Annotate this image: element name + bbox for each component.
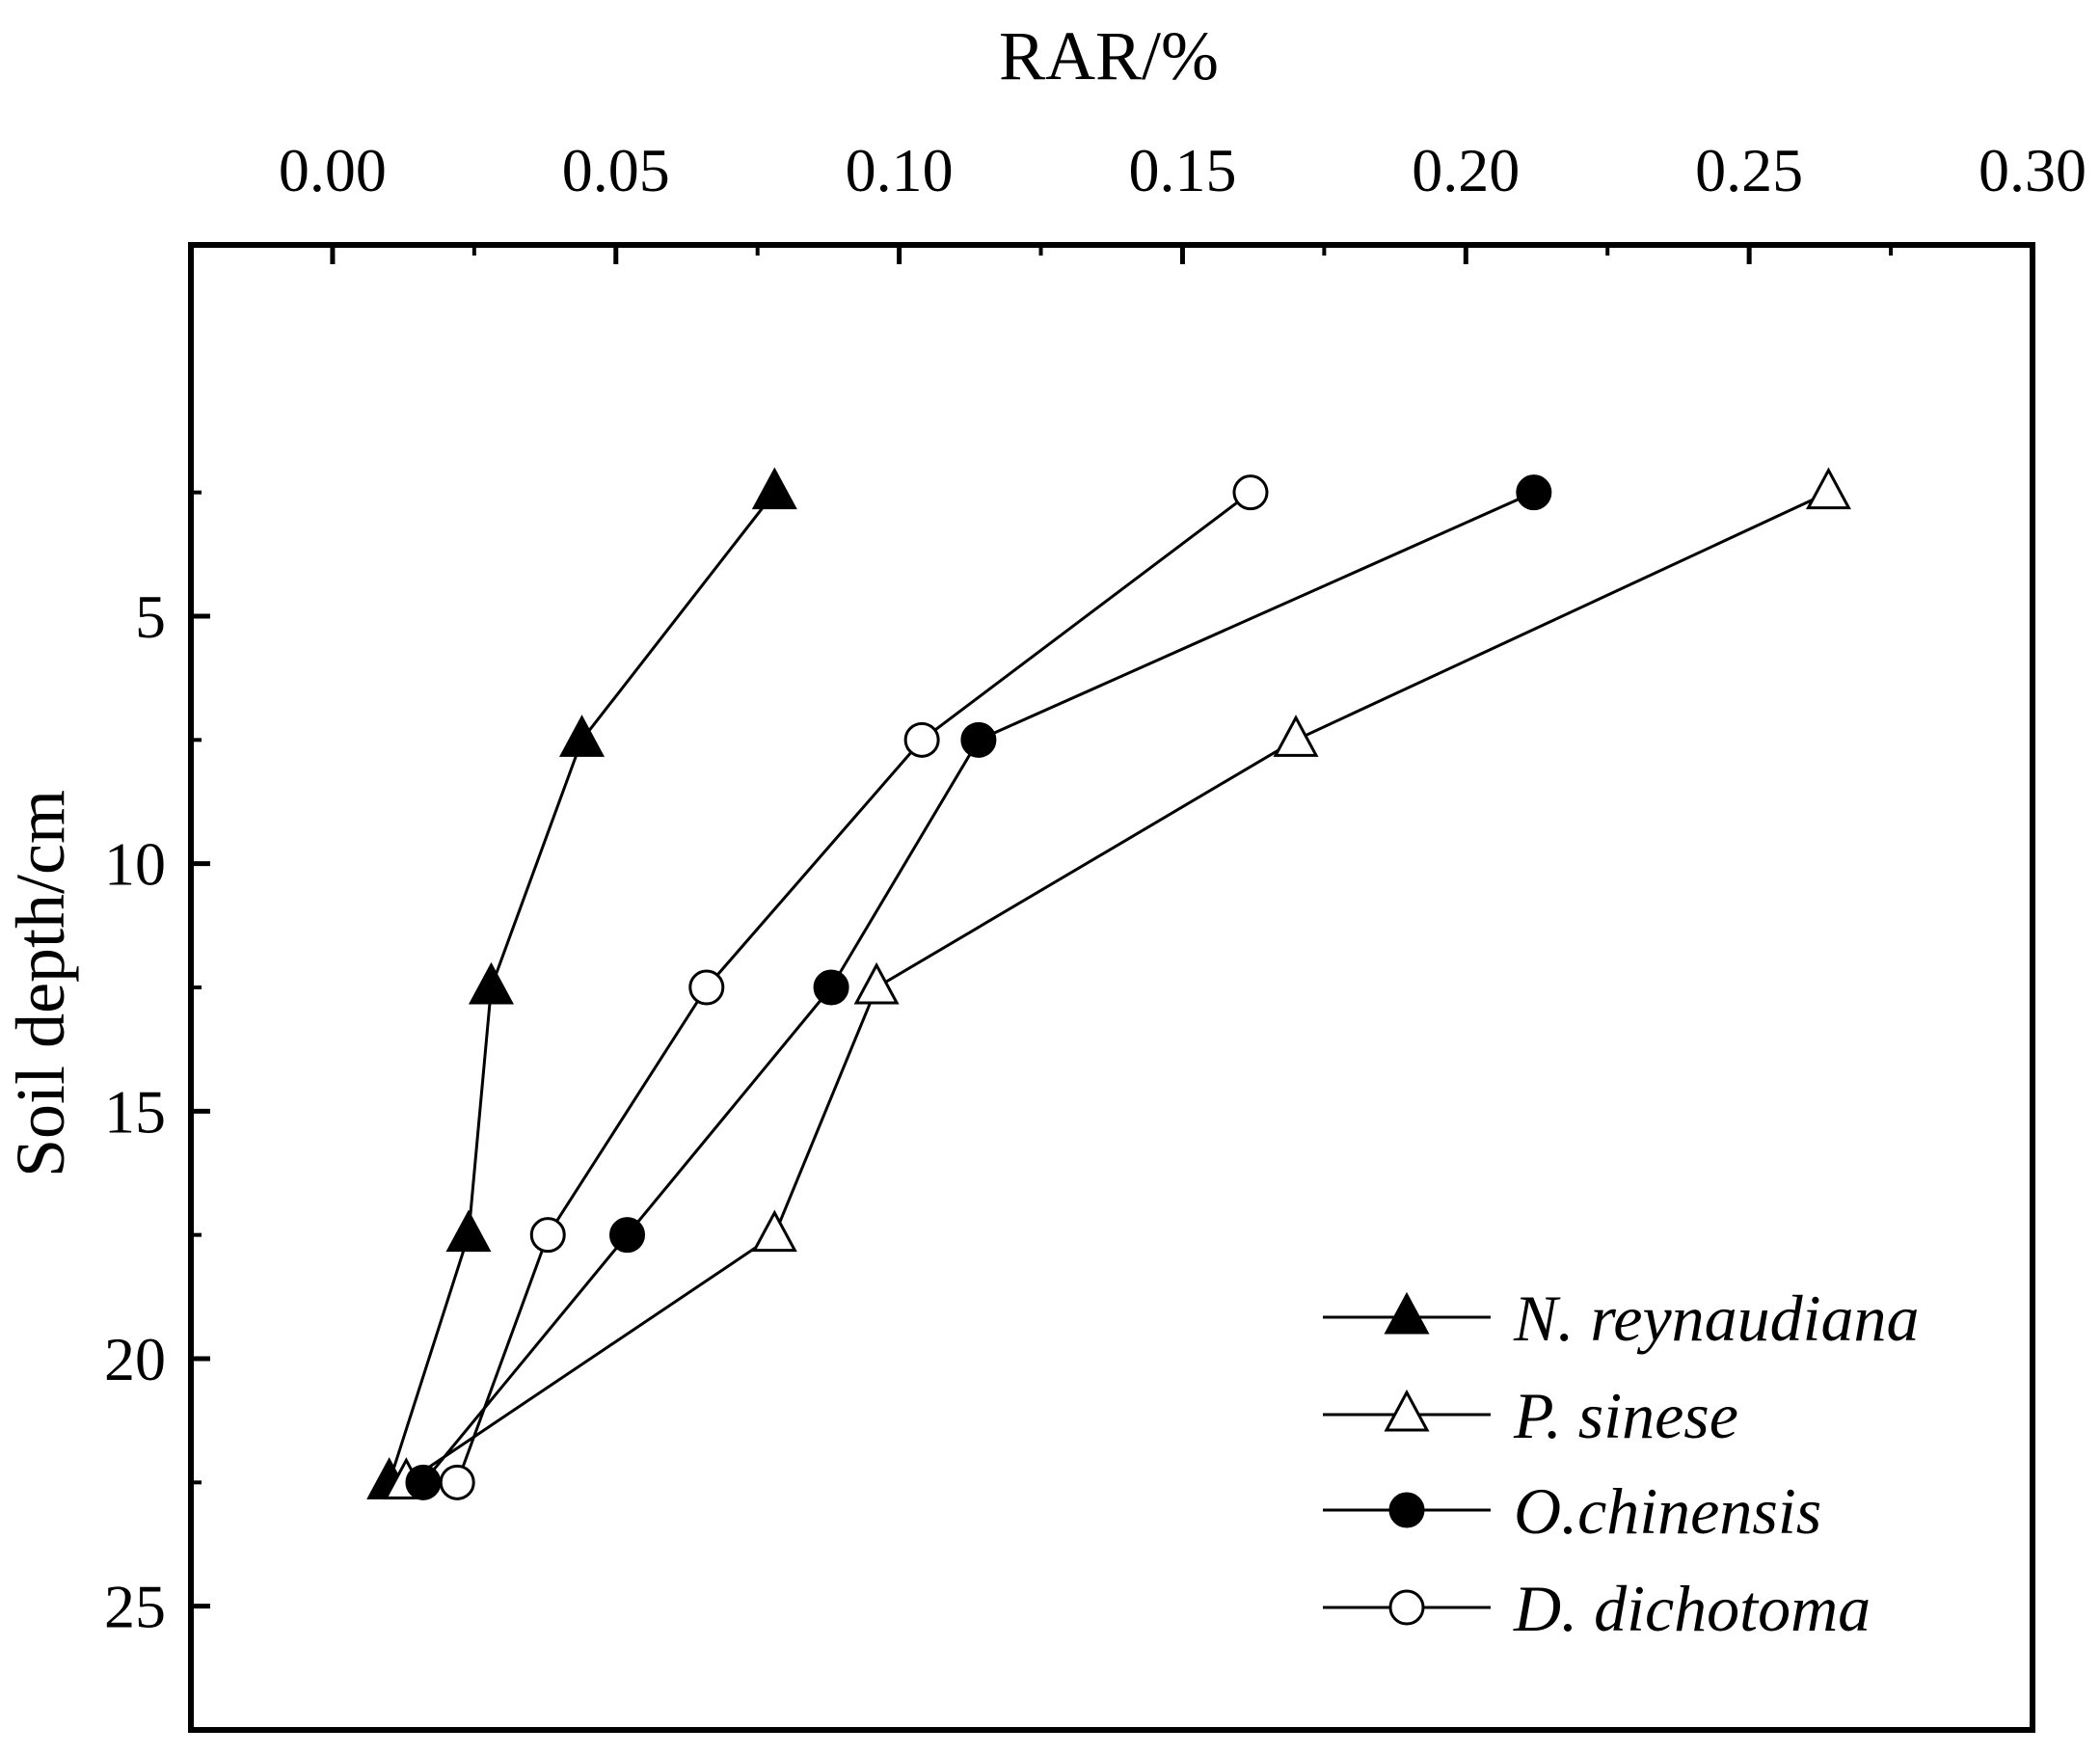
legend-marker xyxy=(1384,1389,1430,1432)
legend-marker xyxy=(1384,1291,1430,1335)
y-tick-label: 25 xyxy=(104,1573,166,1641)
data-point-d-dichotoma xyxy=(903,721,940,758)
legend-item-p-sinese: P. sinese xyxy=(1323,1379,1738,1452)
legend-label: N. reynaudiana xyxy=(1513,1282,1920,1355)
legend-item-n-reynaudiana: N. reynaudiana xyxy=(1323,1282,1920,1355)
legend-item-o-chinensis: O.chinensis xyxy=(1323,1474,1821,1548)
legend-label: D. dichotoma xyxy=(1513,1572,1871,1645)
x-tick-label: 0.00 xyxy=(279,136,387,204)
data-point-p-sinese xyxy=(1273,715,1319,757)
x-tick-label: 0.25 xyxy=(1695,136,1803,204)
data-point-p-sinese xyxy=(853,961,900,1005)
data-point-o-chinensis xyxy=(960,721,997,758)
legend-marker xyxy=(1388,1589,1425,1626)
x-axis-title: RAR/% xyxy=(999,17,1219,94)
data-point-o-chinensis xyxy=(405,1464,442,1500)
legend-marker xyxy=(1388,1492,1425,1528)
x-tick-label: 0.30 xyxy=(1979,136,2087,204)
series-n-reynaudiana xyxy=(366,467,797,1499)
series-o-chinensis xyxy=(405,474,1552,1500)
data-point-d-dichotoma xyxy=(688,969,725,1006)
data-point-o-chinensis xyxy=(609,1217,646,1254)
legend-label: O.chinensis xyxy=(1514,1474,1821,1548)
series-d-dichotoma xyxy=(439,474,1269,1500)
data-point-o-chinensis xyxy=(813,969,849,1006)
y-tick-label: 20 xyxy=(104,1325,166,1393)
data-point-n-reynaudiana xyxy=(468,961,514,1005)
series-line-o-chinensis xyxy=(421,491,1535,1484)
x-tick-label: 0.10 xyxy=(846,136,954,204)
series-line-d-dichotoma xyxy=(455,491,1252,1483)
y-tick-label: 10 xyxy=(104,830,166,899)
y-axis-title: Soil depth/cm xyxy=(2,790,79,1177)
x-tick-label: 0.15 xyxy=(1128,136,1236,204)
data-point-d-dichotoma xyxy=(1232,474,1269,511)
data-point-p-sinese xyxy=(751,1209,797,1253)
data-point-n-reynaudiana xyxy=(558,715,606,757)
series-layer xyxy=(366,467,1851,1500)
legend: N. reynaudiana P. sinese O.chinensis D. dic… xyxy=(1323,1282,1920,1645)
y-tick-label: 5 xyxy=(135,582,166,651)
x-tick-label: 0.20 xyxy=(1412,136,1520,204)
data-point-d-dichotoma xyxy=(529,1217,566,1254)
x-tick-label: 0.05 xyxy=(562,136,670,204)
data-point-p-sinese xyxy=(1805,467,1851,510)
legend-label: P. sinese xyxy=(1513,1379,1738,1452)
data-point-n-reynaudiana xyxy=(751,467,797,510)
axis-ticks: 0.00 0.05 0.10 0.15 0.20 0.25 0.30 5 10 15 20 25 xyxy=(104,136,2087,1732)
data-point-d-dichotoma xyxy=(439,1464,475,1500)
data-point-n-reynaudiana xyxy=(445,1209,492,1253)
legend-item-d-dichotoma: D. dichotoma xyxy=(1323,1572,1871,1645)
data-point-o-chinensis xyxy=(1516,474,1552,511)
y-tick-label: 15 xyxy=(104,1077,166,1146)
